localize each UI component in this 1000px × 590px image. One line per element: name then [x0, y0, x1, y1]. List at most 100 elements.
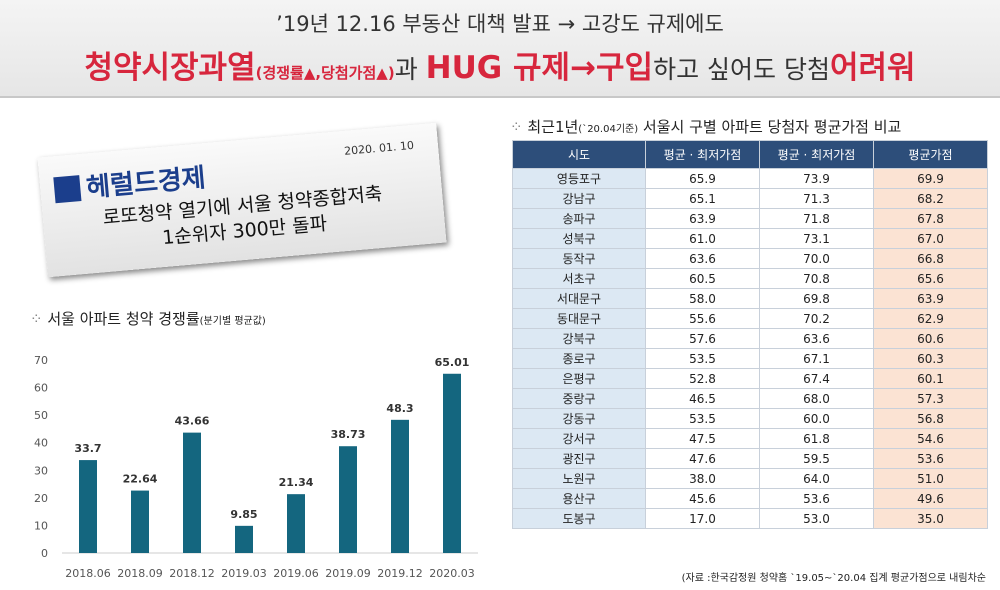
table-cell: 서대문구 — [512, 288, 646, 309]
table-cell: 51.0 — [873, 468, 988, 489]
table-cell: 강남구 — [512, 188, 646, 209]
table-cell: 17.0 — [645, 508, 760, 529]
column-header: 평균 · 최저가점 — [645, 140, 760, 169]
table-cell: 59.5 — [759, 448, 874, 469]
column-header: 시도 — [512, 140, 646, 169]
bar — [287, 494, 305, 553]
header-part: 어려워 — [829, 50, 916, 86]
table-cell: 56.8 — [873, 408, 988, 429]
table-cell: 은평구 — [512, 368, 646, 389]
column-header: 평균 · 최저가점 — [759, 140, 874, 169]
table-cell: 73.1 — [759, 228, 874, 249]
table-row: 강동구 53.5 60.0 56.8 — [512, 408, 988, 429]
table-cell: 71.3 — [759, 188, 874, 209]
value-label: 33.7 — [74, 442, 101, 455]
table-row: 노원구 38.0 64.0 51.0 — [512, 468, 988, 489]
table-cell: 동대문구 — [512, 308, 646, 329]
table-row: 동작구 63.6 70.0 66.8 — [512, 248, 988, 269]
table-cell: 60.0 — [759, 408, 874, 429]
table-cell: 63.9 — [873, 288, 988, 309]
table-cell: 65.1 — [645, 188, 760, 209]
column-header: 평균가점 — [873, 140, 988, 169]
table-cell: 종로구 — [512, 348, 646, 369]
table-cell: 노원구 — [512, 468, 646, 489]
table-cell: 46.5 — [645, 388, 760, 409]
y-tick-label: 20 — [34, 492, 48, 505]
table-title-note: (`20.04기준) — [578, 124, 639, 135]
table-row: 용산구 45.6 53.6 49.6 — [512, 488, 988, 509]
header-line2: 청약시장과열(경쟁률▲,당첨가점▲)과 HUG 규제→구입하고 싶어도 당첨어려… — [0, 42, 1000, 87]
value-label: 48.3 — [386, 402, 413, 415]
y-tick-label: 60 — [34, 382, 48, 395]
source: (자료 :한국감정원 청약홈 `19.05~`20.04 집계 평균가점으로 내… — [681, 573, 986, 584]
table-title-rest: 서울시 구별 아파트 당첨자 평균가점 비교 — [638, 118, 902, 136]
header-part: 청약시장과열 — [84, 50, 256, 86]
table-row: 종로구 53.5 67.1 60.3 — [512, 348, 988, 369]
table-cell: 63.6 — [759, 328, 874, 349]
table-row: 서초구 60.5 70.8 65.6 — [512, 268, 988, 289]
table-cell: 57.6 — [645, 328, 760, 349]
x-tick-label: 2018.06 — [65, 567, 111, 580]
y-tick-label: 10 — [34, 519, 48, 532]
table-cell: 65.9 — [645, 168, 760, 189]
bar — [339, 446, 357, 553]
table-cell: 63.6 — [645, 248, 760, 269]
table-cell: 38.0 — [645, 468, 760, 489]
table-cell: 용산구 — [512, 488, 646, 509]
table-cell: 57.3 — [873, 388, 988, 409]
bar — [391, 419, 409, 553]
table-cell: 68.2 — [873, 188, 988, 209]
chart-heading: 서울 아파트 청약 경쟁률(분기별 평균값) — [30, 308, 266, 329]
table-cell: 60.3 — [873, 348, 988, 369]
header-part: (경쟁률▲,당첨가점▲) — [255, 64, 395, 82]
table-cell: 중랑구 — [512, 388, 646, 409]
table-cell: 60.1 — [873, 368, 988, 389]
header-line1: ’19년 12.16 부동산 대책 발표 → 고강도 규제에도 — [276, 12, 724, 36]
y-tick-label: 30 — [34, 464, 48, 477]
value-label: 21.34 — [279, 476, 314, 489]
table-cell: 70.0 — [759, 248, 874, 269]
table-cell: 66.8 — [873, 248, 988, 269]
table-cell: 도봉구 — [512, 508, 646, 529]
header: ’19년 12.16 부동산 대책 발표 → 고강도 규제에도 청약시장과열(경… — [0, 0, 1000, 98]
table-cell: 동작구 — [512, 248, 646, 269]
header-part: 과 — [394, 55, 426, 84]
table-cell: 62.9 — [873, 308, 988, 329]
table-cell: 45.6 — [645, 488, 760, 509]
y-tick-label: 0 — [41, 547, 48, 560]
table-cell: 60.5 — [645, 268, 760, 289]
bar — [235, 525, 253, 553]
table-cell: 63.9 — [645, 208, 760, 229]
value-label: 9.85 — [230, 508, 257, 521]
x-tick-label: 2018.09 — [117, 567, 163, 580]
table-cell: 47.5 — [645, 428, 760, 449]
table-cell: 서초구 — [512, 268, 646, 289]
table-cell: 58.0 — [645, 288, 760, 309]
table-cell: 53.6 — [759, 488, 874, 509]
bar — [79, 460, 97, 553]
table-cell: 70.2 — [759, 308, 874, 329]
header-part: HUG 규제→구입 — [425, 50, 654, 86]
table-row: 동대문구 55.6 70.2 62.9 — [512, 308, 988, 329]
chart-title: 서울 아파트 청약 경쟁률 — [47, 310, 200, 328]
x-tick-label: 2019.06 — [273, 567, 319, 580]
table-cell: 광진구 — [512, 448, 646, 469]
table-cell: 강동구 — [512, 408, 646, 429]
header-part: 하고 싶어도 당첨 — [653, 55, 830, 84]
table-cell: 강서구 — [512, 428, 646, 449]
bar — [131, 490, 149, 553]
table-cell: 67.4 — [759, 368, 874, 389]
table-cell: 강북구 — [512, 328, 646, 349]
table-cell: 68.0 — [759, 388, 874, 409]
x-tick-label: 2019.12 — [377, 567, 423, 580]
header-row: 시도 평균 · 최저가점 평균 · 최저가점 평균가점 — [512, 140, 988, 169]
table-heading: 최근1년(`20.04기준) 서울시 구별 아파트 당첨자 평균가점 비교 — [510, 116, 901, 137]
table-cell: 67.0 — [873, 228, 988, 249]
table-cell: 47.6 — [645, 448, 760, 469]
table-cell: 64.0 — [759, 468, 874, 489]
x-tick-label: 2019.09 — [325, 567, 371, 580]
table: 시도 평균 · 최저가점 평균 · 최저가점 평균가점 영등포구 65.9 73.9 69.9… — [512, 140, 988, 529]
chart: 0 10 20 30 40 50 60 70 2018.06 33.7 2018.09 22.64 20… — [34, 354, 478, 580]
table-cell: 영등포구 — [512, 168, 646, 189]
